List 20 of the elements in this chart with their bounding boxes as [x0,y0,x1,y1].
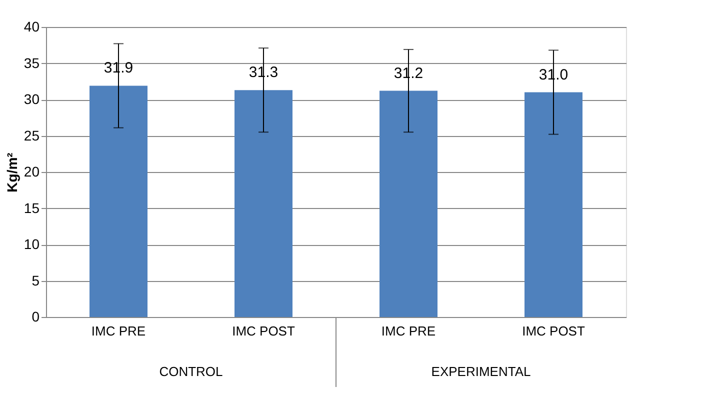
text: CONTROL [159,364,223,379]
x-tick-label: IMC POST [522,324,585,338]
y-axis-title: Kg/m² [4,152,20,192]
x-tick-label: IMC PRE [91,324,146,338]
x-tick-label: IMC PRE [381,324,436,338]
y-tick-label: 15 [24,200,40,216]
y-tick-label: 10 [24,236,40,252]
y-tick-label: 35 [24,54,40,71]
bar [524,92,582,317]
bar [90,86,148,317]
y-tick-label: 5 [32,272,40,288]
text: EXPERIMENTAL [431,364,531,379]
bar [380,90,438,317]
y-tick-label: 25 [24,127,40,144]
y-tick-label: 40 [24,18,40,34]
y-tick-label: 0 [32,308,40,324]
x-tick-label: IMC POST [232,324,295,338]
bar [234,90,292,317]
y-tick-label: 20 [24,164,40,180]
y-tick-label: 30 [24,91,40,107]
